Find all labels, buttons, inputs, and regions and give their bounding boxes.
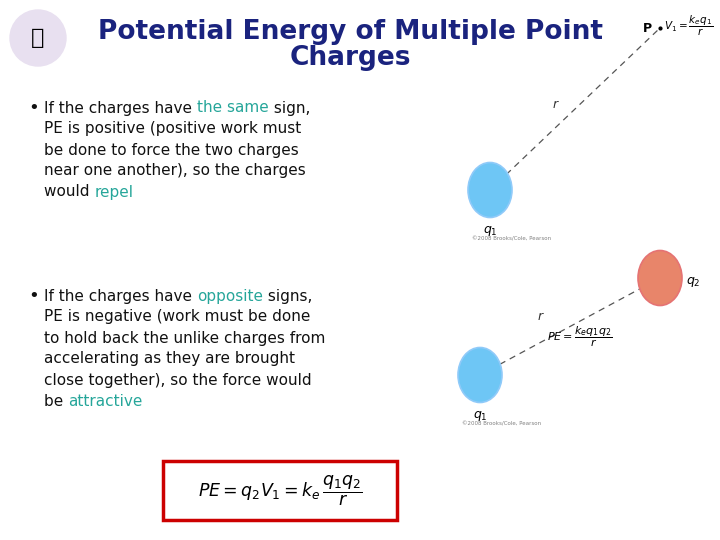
Ellipse shape — [468, 163, 512, 218]
Text: PE is negative (work must be done: PE is negative (work must be done — [44, 309, 310, 325]
FancyBboxPatch shape — [163, 461, 397, 520]
Text: the same: the same — [197, 100, 269, 116]
Text: near one another), so the charges: near one another), so the charges — [44, 164, 306, 179]
Text: $V_1 = \dfrac{k_e q_1}{r}$: $V_1 = \dfrac{k_e q_1}{r}$ — [664, 14, 713, 38]
Text: signs,: signs, — [263, 288, 312, 303]
Ellipse shape — [458, 348, 502, 402]
Text: be done to force the two charges: be done to force the two charges — [44, 143, 299, 158]
Text: 🦎: 🦎 — [31, 28, 45, 48]
Text: $PE = \dfrac{k_e q_1 q_2}{r}$: $PE = \dfrac{k_e q_1 q_2}{r}$ — [547, 324, 613, 349]
Text: opposite: opposite — [197, 288, 263, 303]
Text: $q_2$: $q_2$ — [686, 275, 701, 289]
Text: to hold back the unlike charges from: to hold back the unlike charges from — [44, 330, 325, 346]
Text: close together), so the force would: close together), so the force would — [44, 373, 312, 388]
Text: PE is positive (positive work must: PE is positive (positive work must — [44, 122, 301, 137]
Text: attractive: attractive — [68, 394, 143, 408]
Text: would: would — [44, 185, 94, 199]
Text: ©2008 Brooks/Cole, Pearson: ©2008 Brooks/Cole, Pearson — [462, 421, 541, 426]
Text: be: be — [44, 394, 68, 408]
Text: accelerating as they are brought: accelerating as they are brought — [44, 352, 295, 367]
Text: r: r — [537, 310, 543, 323]
Text: Charges: Charges — [289, 45, 410, 71]
Text: If the charges have: If the charges have — [44, 100, 197, 116]
Text: If the charges have: If the charges have — [44, 288, 197, 303]
Text: $PE = q_2 V_1 = k_e \, \dfrac{q_1 q_2}{r}$: $PE = q_2 V_1 = k_e \, \dfrac{q_1 q_2}{r… — [197, 473, 362, 508]
Text: P: P — [643, 23, 652, 36]
Circle shape — [10, 10, 66, 66]
Text: Potential Energy of Multiple Point: Potential Energy of Multiple Point — [97, 19, 603, 45]
Text: sign,: sign, — [269, 100, 310, 116]
Ellipse shape — [638, 251, 682, 306]
Text: •: • — [28, 287, 39, 305]
Text: repel: repel — [94, 185, 133, 199]
Text: •: • — [28, 99, 39, 117]
Text: ©2008 Brooks/Cole, Pearson: ©2008 Brooks/Cole, Pearson — [472, 236, 551, 241]
Text: $q_1$: $q_1$ — [482, 224, 498, 238]
Text: r: r — [552, 98, 557, 111]
Text: $q_1$: $q_1$ — [472, 409, 487, 423]
